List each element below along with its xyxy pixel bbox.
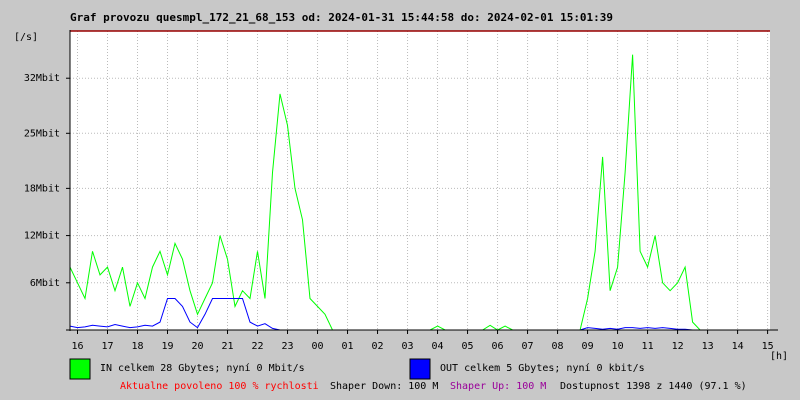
x-tick-label: 18 [131, 341, 143, 352]
plot-area [70, 31, 770, 330]
x-tick-label: 02 [372, 341, 384, 352]
x-tick-label: 10 [612, 341, 624, 352]
x-tick-label: 23 [282, 341, 294, 352]
x-tick-label: 11 [642, 341, 654, 352]
x-tick-label: 21 [221, 341, 233, 352]
x-tick-label: 07 [522, 341, 534, 352]
x-tick-label: 14 [732, 341, 744, 352]
legend: IN celkem 28 Gbytes; nyní 0 Mbit/s OUT ce… [69, 358, 645, 380]
y-tick-label: 25Mbit [24, 128, 60, 139]
footer-text: Shaper Up: 100 M [450, 381, 546, 392]
footer-text: Dostupnost 1398 z 1440 (97.1 %) [560, 381, 747, 392]
x-tick-label: 16 [71, 341, 83, 352]
y-tick-label: 12Mbit [24, 231, 60, 242]
x-tick-label: 03 [402, 341, 414, 352]
x-tick-label: 05 [462, 341, 474, 352]
footer: Aktualne povoleno 100 % rychlosti Shaper … [120, 381, 747, 392]
y-tick-label: 18Mbit [24, 183, 60, 194]
x-tick-label: 06 [492, 341, 504, 352]
x-tick-label: 15 [762, 341, 774, 352]
x-tick-label: 20 [191, 341, 203, 352]
x-tick-label: 17 [101, 341, 113, 352]
x-tick-label: 08 [552, 341, 564, 352]
chart-title: Graf provozu quesmpl_172_21_68_153 od: 2… [70, 11, 613, 24]
footer-text: Shaper Down: 100 M [330, 381, 438, 392]
footer-text: Aktualne povoleno 100 % rychlosti [120, 381, 319, 392]
x-tick-label: 19 [161, 341, 173, 352]
x-axis-label: [h] [770, 351, 788, 362]
legend-label: IN celkem 28 Gbytes; nyní 0 Mbit/s [100, 362, 305, 374]
x-tick-label: 04 [432, 341, 444, 352]
x-tick-label: 01 [342, 341, 354, 352]
x-tick-label: 09 [582, 341, 594, 352]
grid [66, 31, 770, 334]
x-tick-label: 00 [312, 341, 324, 352]
x-tick-label: 12 [672, 341, 684, 352]
y-tick-label: 6Mbit [30, 278, 60, 289]
x-tick-label: 22 [252, 341, 264, 352]
y-axis-label: [/s] [14, 32, 38, 43]
y-tick-label: 32Mbit [24, 73, 60, 84]
x-tick-label: 13 [702, 341, 714, 352]
legend-swatch [409, 358, 431, 380]
legend-label: OUT celkem 5 Gbytes; nyní 0 kbit/s [440, 362, 645, 374]
legend-swatch [69, 358, 91, 380]
